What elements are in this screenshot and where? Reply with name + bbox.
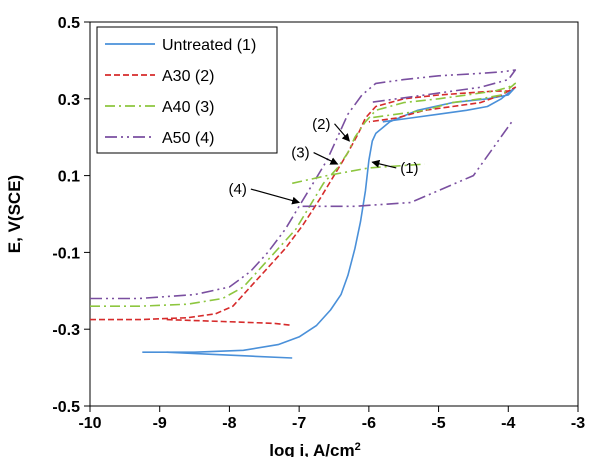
x-tick-label: -4 [501,415,515,432]
y-tick-label: 0.3 [58,92,80,109]
annotation-label-2: (1) [400,160,418,177]
y-tick-label: -0.1 [52,245,80,262]
x-tick-label: -5 [431,415,445,432]
series-line-5 [166,318,293,327]
legend-items: Untreated (1) A30 (2) A40 (3) A50 (4) [105,37,256,147]
legend-label-2: A40 (3) [162,99,214,116]
y-tick-label: -0.3 [52,322,80,339]
annotation-arrow-3 [250,188,301,205]
annotation-label-0: (2) [312,116,330,133]
x-axis: -10 -9 -8 -7 -6 -5 -4 -3 [78,406,585,432]
y-tick-label: -0.5 [52,399,80,416]
x-tick-label: -9 [153,415,167,432]
series-line-0 [142,86,517,354]
legend-label-0: Untreated (1) [162,37,256,54]
x-tick-label: -3 [571,415,585,432]
series-line-7 [292,163,425,185]
x-tick-label: -10 [78,415,101,432]
x-axis-label-superscript: 2 [355,441,361,453]
x-tick-label: -6 [362,415,376,432]
y-tick-label: 0.5 [58,15,80,32]
legend-label-3: A50 (4) [162,130,214,147]
series-line-2 [90,82,517,308]
annotation-layer: (2)(3) (1) (4) [229,116,419,205]
y-tick-label: 0.1 [58,169,80,186]
series-line-1 [90,86,517,321]
annotation-arrow-0 [334,123,350,142]
legend-label-1: A30 (2) [162,68,214,85]
y-axis: -0.5 -0.3 -0.1 0.1 0.3 0.5 [52,15,90,416]
annotation-arrow-1 [313,152,339,165]
x-axis-label: log i, A/cm2 [269,441,360,457]
x-tick-label: -8 [222,415,236,432]
series-layer [90,69,517,359]
x-axis-label-text: log i, A/cm [269,441,354,457]
annotation-label-1: (3) [291,145,309,162]
series-line-4 [166,351,293,359]
annotation-label-3: (4) [229,181,247,198]
series-line-6 [302,121,513,208]
x-tick-label: -7 [292,415,306,432]
annotation-arrow-2 [371,159,397,169]
legend-box [96,26,278,154]
y-axis-label: E, V(SCE) [5,175,24,253]
legend: Untreated (1) A30 (2) A40 (3) A50 (4) [96,26,278,154]
